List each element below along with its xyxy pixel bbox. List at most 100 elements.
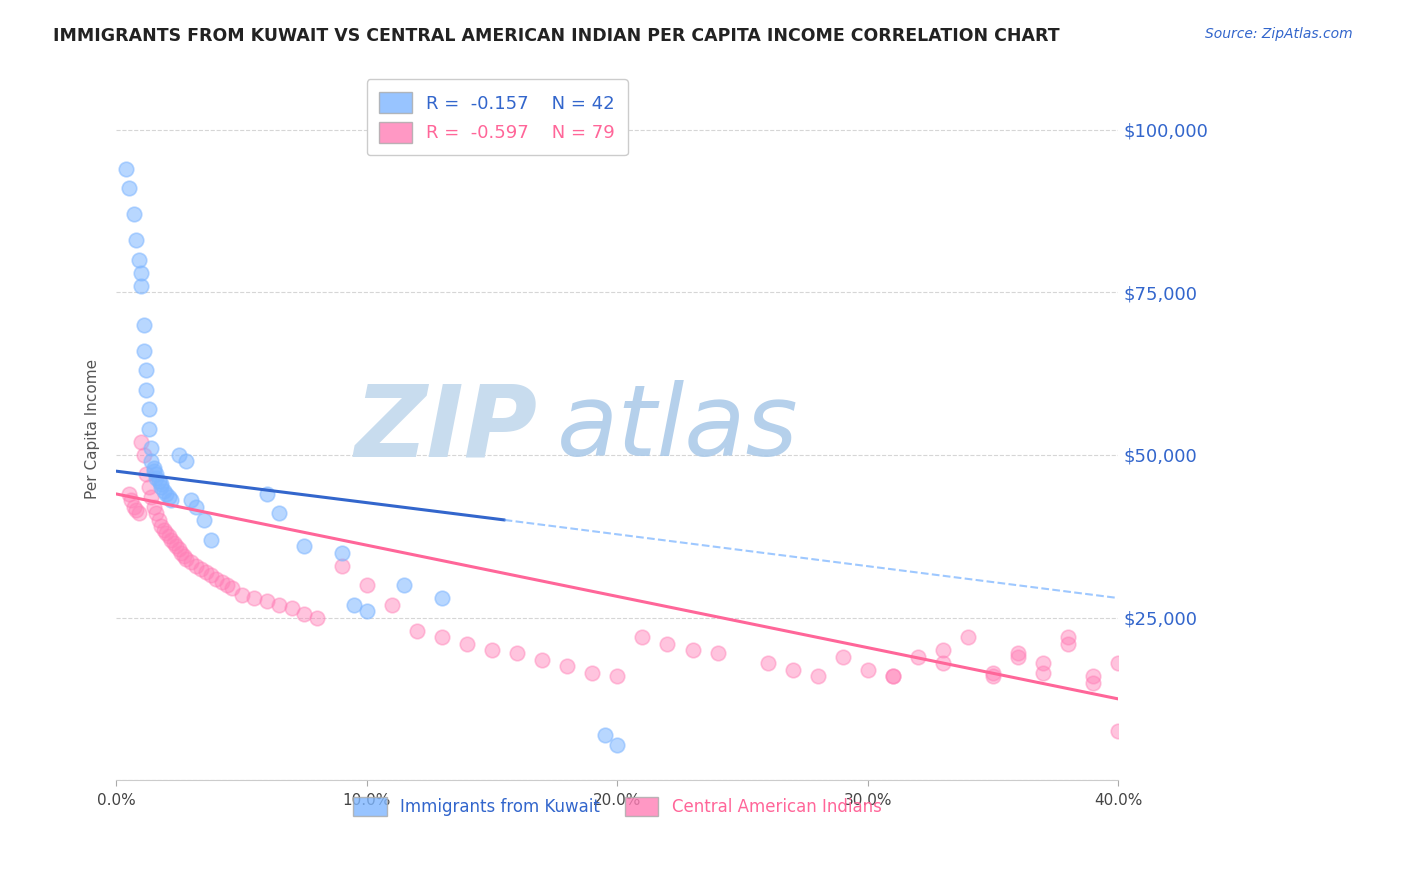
Point [593,728,616,742]
Point [1108,656,1130,670]
Point [145,467,167,482]
Point [160,493,183,508]
Point [581,665,603,680]
Point [657,637,679,651]
Point [145,471,167,485]
Point [131,278,153,293]
Point [606,738,628,752]
Point [138,402,160,417]
Point [269,598,291,612]
Point [682,643,704,657]
Point [157,529,180,543]
Point [153,523,176,537]
Point [1108,724,1130,739]
Point [981,669,1004,683]
Point [807,669,830,683]
Point [131,434,153,449]
Point [1057,637,1080,651]
Point [150,477,173,491]
Point [1083,675,1105,690]
Point [430,630,453,644]
Point [907,649,929,664]
Point [882,669,904,683]
Point [163,535,186,549]
Text: IMMIGRANTS FROM KUWAIT VS CENTRAL AMERICAN INDIAN PER CAPITA INCOME CORRELATION : IMMIGRANTS FROM KUWAIT VS CENTRAL AMERIC… [53,27,1060,45]
Point [141,490,163,504]
Point [186,500,208,514]
Point [292,607,315,622]
Point [145,507,167,521]
Point [142,461,165,475]
Point [125,233,148,247]
Point [135,383,157,397]
Point [631,630,654,644]
Point [981,665,1004,680]
Point [138,422,160,436]
Point [831,649,853,664]
Point [122,500,145,514]
Point [932,656,955,670]
Point [167,448,190,462]
Point [256,594,278,608]
Point [243,591,266,605]
Point [1057,630,1080,644]
Point [150,519,173,533]
Point [148,474,170,488]
Point [118,181,141,195]
Point [155,526,177,541]
Point [155,487,177,501]
Point [330,545,353,559]
Point [195,565,218,579]
Point [157,490,180,504]
Point [356,604,378,618]
Point [256,487,278,501]
Point [200,568,222,582]
Point [456,637,478,651]
Point [221,582,243,596]
Point [135,467,157,482]
Point [957,630,980,644]
Point [481,643,503,657]
Point [141,442,163,456]
Point [1083,669,1105,683]
Point [856,663,879,677]
Point [280,600,302,615]
Point [150,480,173,494]
Point [343,598,366,612]
Point [128,507,150,521]
Point [269,507,291,521]
Point [180,555,202,569]
Point [153,483,176,498]
Text: Source: ZipAtlas.com: Source: ZipAtlas.com [1205,27,1353,41]
Point [555,659,578,673]
Y-axis label: Per Capita Income: Per Capita Income [86,359,100,499]
Point [1007,647,1029,661]
Point [205,572,228,586]
Point [193,513,215,527]
Point [430,591,453,605]
Point [170,545,193,559]
Point [756,656,779,670]
Point [231,588,253,602]
Point [506,647,529,661]
Point [606,669,628,683]
Text: atlas: atlas [557,380,799,477]
Point [215,578,238,592]
Point [141,454,163,468]
Point [381,598,404,612]
Point [186,558,208,573]
Point [1007,649,1029,664]
Point [882,669,904,683]
Point [200,533,222,547]
Point [120,493,142,508]
Point [356,578,378,592]
Point [128,252,150,267]
Point [1032,665,1054,680]
Point [165,539,187,553]
Point [406,624,429,638]
Point [125,503,148,517]
Point [131,266,153,280]
Point [132,343,155,358]
Point [292,539,315,553]
Point [706,647,728,661]
